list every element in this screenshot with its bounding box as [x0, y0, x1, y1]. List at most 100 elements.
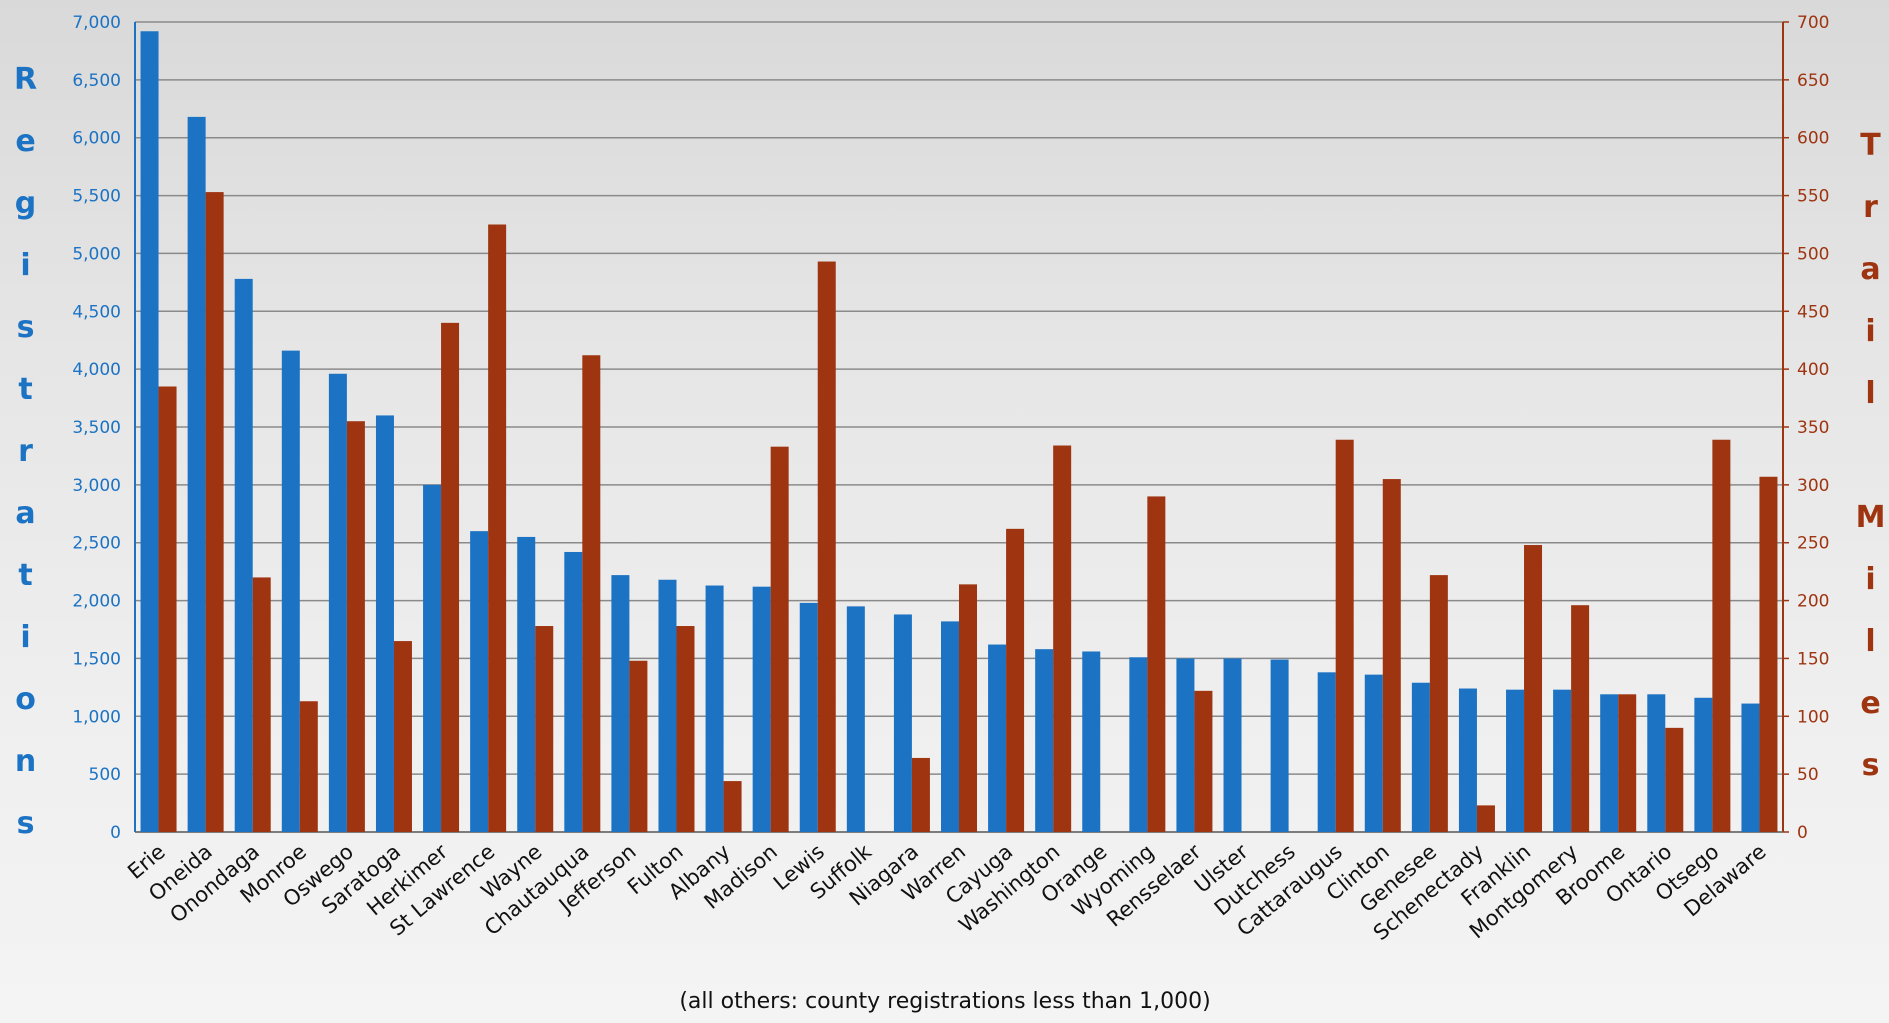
bar [1524, 545, 1543, 832]
y-tick-label: 3,000 [72, 476, 121, 496]
footnote: (all others: county registrations less t… [679, 989, 1210, 1014]
y-tick-label: 0 [110, 823, 121, 843]
bar [658, 579, 677, 832]
y-tick-label: 2,500 [72, 534, 121, 554]
bar [1194, 690, 1213, 832]
y-tick-label: 4,500 [72, 302, 121, 322]
y2-tick-label: 0 [1797, 823, 1808, 843]
y-tick-label: 1,500 [72, 649, 121, 669]
bar [1129, 657, 1148, 832]
bar [1270, 659, 1289, 832]
bar [770, 446, 789, 832]
y-tick-label: 2,000 [72, 592, 121, 612]
y2-tick-label: 200 [1797, 592, 1829, 612]
bar [1411, 682, 1430, 832]
bar [1618, 694, 1637, 832]
bar [393, 641, 412, 832]
y2-axis-title: Trail Miles [1853, 128, 1888, 810]
bar [1600, 694, 1619, 832]
y2-tick-label: 150 [1797, 649, 1829, 669]
y-tick-label: 6,000 [72, 129, 121, 149]
bar [1035, 649, 1054, 832]
y2-tick-label: 350 [1797, 418, 1829, 438]
y-tick-label: 1,000 [72, 707, 121, 727]
bar [1712, 439, 1731, 832]
y2-tick-label: 450 [1797, 302, 1829, 322]
y2-tick-label: 650 [1797, 71, 1829, 91]
bar [893, 614, 912, 832]
bar [629, 660, 648, 832]
bar [1553, 689, 1572, 832]
bar [1476, 805, 1495, 832]
bar [1006, 528, 1025, 832]
bar [1223, 658, 1242, 832]
bar [941, 621, 959, 832]
y-tick-label: 500 [89, 765, 121, 785]
bar [564, 551, 583, 832]
bar [959, 584, 977, 832]
bar [911, 757, 930, 832]
bar [187, 116, 206, 832]
bar [799, 602, 818, 832]
bar [1458, 688, 1477, 832]
bar [1759, 476, 1778, 832]
y2-tick-label: 400 [1797, 360, 1829, 380]
bar [470, 531, 489, 832]
bar [1082, 651, 1101, 832]
bar [1053, 445, 1072, 832]
bar [705, 585, 724, 832]
bar [1647, 694, 1666, 832]
bar [988, 644, 1007, 832]
bar [611, 575, 630, 832]
bar [752, 586, 771, 832]
bar [846, 606, 865, 832]
bar [1317, 672, 1336, 832]
bar [328, 373, 347, 832]
bar [299, 701, 318, 832]
y2-tick-label: 250 [1797, 534, 1829, 554]
bar [1665, 727, 1684, 832]
y2-tick-label: 500 [1797, 244, 1829, 264]
bar [1335, 439, 1354, 832]
bar [281, 350, 300, 832]
bar [1506, 689, 1525, 832]
bar [535, 626, 554, 832]
bar [234, 278, 253, 832]
bar [517, 536, 536, 832]
bar [676, 626, 695, 832]
y2-tick-label: 700 [1797, 13, 1829, 33]
y2-tick-label: 50 [1797, 765, 1819, 785]
y2-tick-label: 600 [1797, 129, 1829, 149]
y-tick-label: 6,500 [72, 71, 121, 91]
bar [346, 421, 365, 832]
bar [441, 322, 460, 832]
bar [375, 415, 394, 832]
bar [1147, 496, 1166, 832]
bar [1694, 697, 1713, 832]
bar [158, 386, 177, 832]
bar [1382, 479, 1401, 832]
bar [817, 261, 836, 832]
y-tick-label: 3,500 [72, 418, 121, 438]
bar [1176, 658, 1195, 832]
y-tick-label: 4,000 [72, 360, 121, 380]
bar [723, 781, 742, 832]
bar [205, 192, 224, 833]
y2-tick-label: 550 [1797, 187, 1829, 207]
y-tick-label: 7,000 [72, 13, 121, 33]
y-tick-label: 5,500 [72, 187, 121, 207]
bar [1741, 703, 1760, 832]
bar [423, 484, 442, 832]
bar [582, 355, 601, 832]
bar [1364, 674, 1383, 832]
bar [1429, 575, 1448, 832]
bar [140, 31, 159, 833]
bar [488, 224, 507, 832]
y-tick-label: 5,000 [72, 244, 121, 264]
y-axis-title: Registrations [8, 62, 43, 868]
y2-tick-label: 100 [1797, 707, 1829, 727]
bar [1571, 605, 1590, 832]
y2-tick-label: 300 [1797, 476, 1829, 496]
